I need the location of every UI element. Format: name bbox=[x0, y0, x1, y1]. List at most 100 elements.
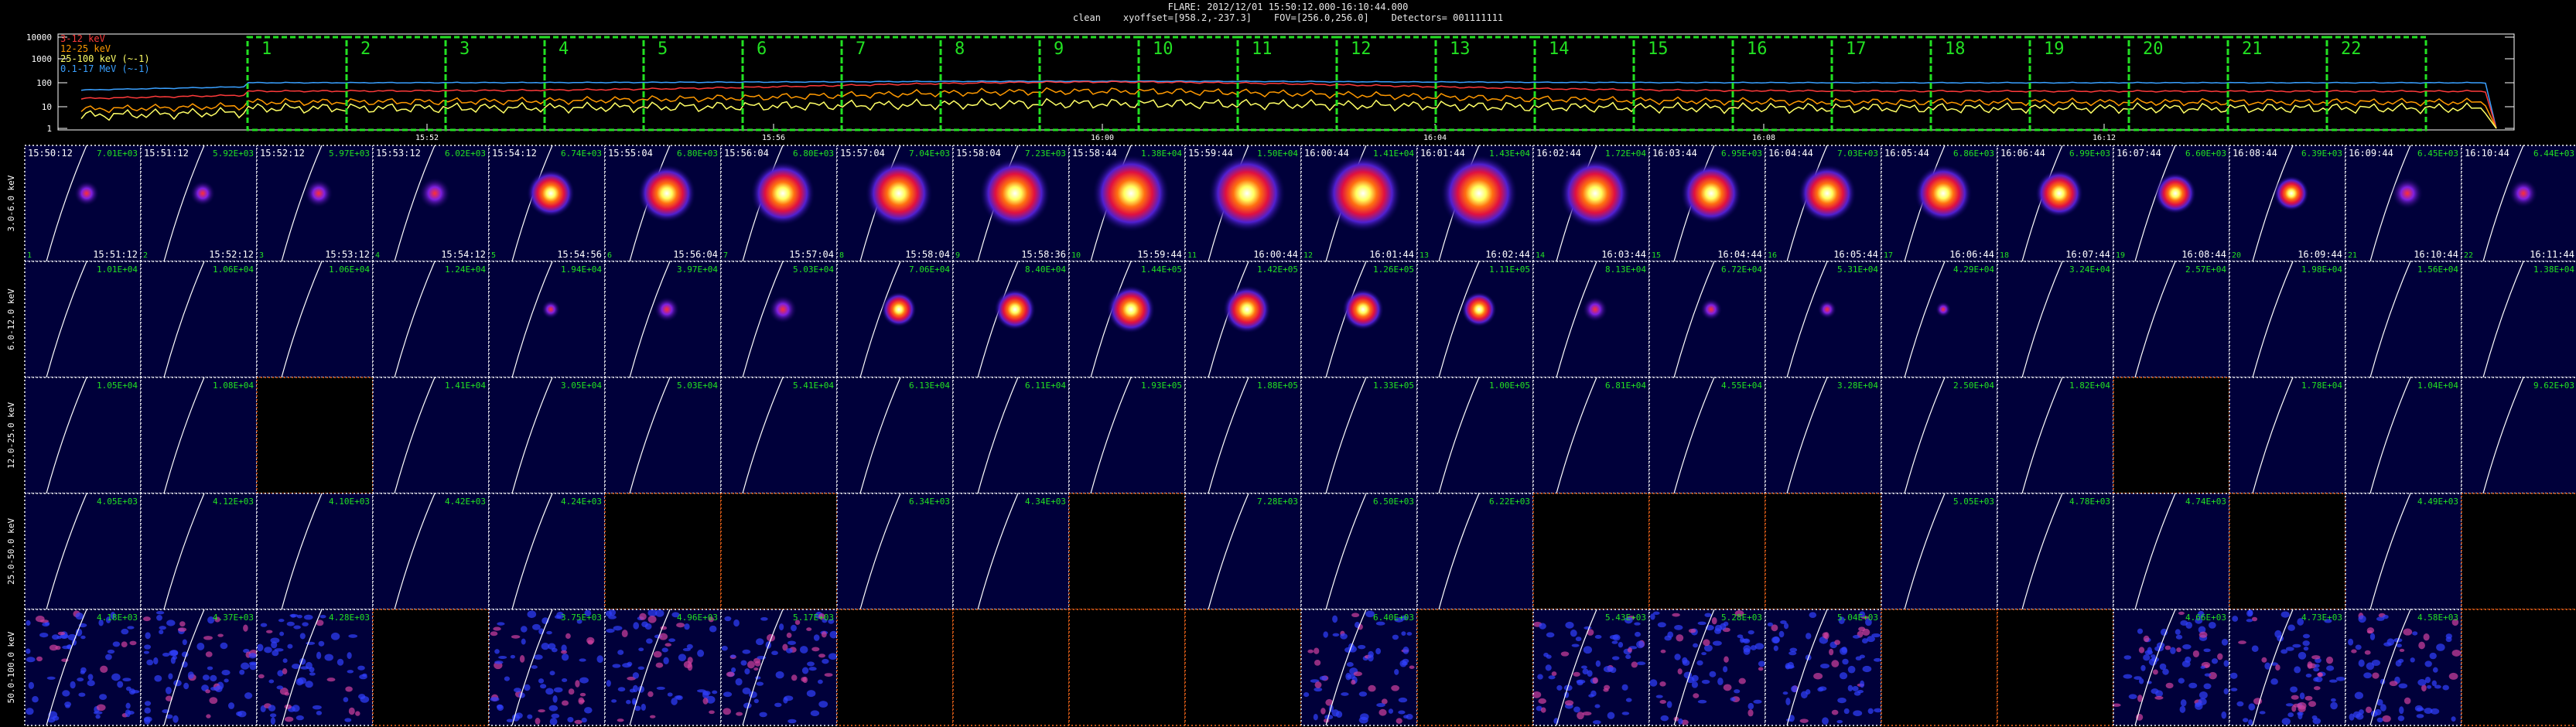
flux-label: 1.72E+04 bbox=[1605, 148, 1646, 159]
noise-speckle bbox=[2123, 674, 2133, 679]
empty-panel bbox=[2113, 377, 2230, 494]
noise-speckle bbox=[268, 679, 275, 684]
end-time: 15:58:36 bbox=[1021, 249, 1066, 260]
energy-band-label: 6.0-12.0 keV bbox=[6, 288, 16, 350]
noise-speckle bbox=[87, 674, 94, 681]
noise-speckle bbox=[524, 684, 531, 691]
x-tick-label: 16:04 bbox=[1423, 134, 1447, 142]
flux-label: 1.82E+04 bbox=[2069, 381, 2110, 391]
noise-speckle bbox=[2264, 662, 2271, 670]
noise-speckle bbox=[1358, 644, 1366, 650]
lightcurve-line bbox=[80, 97, 2497, 129]
noise-speckle bbox=[2259, 711, 2266, 715]
noise-speckle bbox=[649, 715, 656, 718]
noise-speckle bbox=[655, 662, 664, 668]
lightcurve-line bbox=[80, 80, 2497, 129]
image-panel: 5.17E+03 bbox=[720, 609, 838, 726]
panel-background bbox=[953, 493, 1069, 609]
noise-speckle bbox=[205, 689, 210, 694]
noise-speckle bbox=[696, 689, 706, 693]
x-ray-source bbox=[994, 288, 1036, 330]
noise-speckle bbox=[1857, 689, 1864, 694]
image-panel: 5.97E+03 15:52:12 15:53:12 3 bbox=[256, 145, 374, 262]
empty-panel bbox=[1416, 609, 1534, 726]
flux-label: 6.45E+03 bbox=[2417, 148, 2458, 159]
noise-speckle bbox=[646, 638, 653, 644]
y-tick-label: 10000 bbox=[26, 32, 52, 43]
noise-speckle bbox=[641, 703, 646, 711]
flux-label: 6.44E+03 bbox=[2533, 148, 2574, 159]
flux-label: 1.08E+04 bbox=[213, 381, 254, 391]
noise-speckle bbox=[2181, 660, 2191, 667]
image-panel bbox=[256, 377, 374, 494]
solar-limb bbox=[511, 261, 553, 378]
lightcurve-line bbox=[80, 80, 2497, 129]
noise-speckle bbox=[2307, 661, 2313, 669]
interval-number: 18 bbox=[1945, 39, 1966, 59]
x-ray-source bbox=[1798, 164, 1857, 223]
solar-limb bbox=[2369, 261, 2411, 378]
noise-speckle bbox=[647, 615, 657, 623]
image-panel bbox=[2113, 377, 2230, 494]
noise-speckle bbox=[1314, 647, 1320, 654]
noise-speckle bbox=[565, 633, 571, 640]
noise-speckle bbox=[736, 712, 743, 716]
start-time: 15:51:12 bbox=[144, 148, 189, 159]
noise-speckle bbox=[744, 668, 750, 675]
solar-limb bbox=[2252, 145, 2294, 262]
solar-limb bbox=[977, 377, 1019, 494]
x-tick-label: 15:52 bbox=[415, 134, 439, 142]
noise-speckle bbox=[70, 681, 76, 689]
image-panel: 6.80E+03 15:56:04 15:57:04 7 bbox=[720, 145, 838, 262]
noise-speckle bbox=[2251, 645, 2259, 653]
image-panel: 4.58E+03 bbox=[2345, 609, 2462, 726]
end-time: 16:09:44 bbox=[2298, 249, 2342, 260]
noise-speckle bbox=[143, 650, 149, 654]
noise-speckle bbox=[1782, 691, 1789, 695]
noise-speckle bbox=[551, 713, 560, 718]
x-ray-source bbox=[1222, 285, 1272, 334]
noise-speckle bbox=[1831, 660, 1840, 667]
noise-speckle bbox=[637, 666, 645, 671]
noise-speckle bbox=[1874, 708, 1883, 713]
noise-speckle bbox=[95, 714, 101, 719]
image-panel: 1.33E+05 bbox=[1300, 377, 1418, 494]
flux-label: 6.80E+03 bbox=[793, 148, 834, 159]
interval-index: 20 bbox=[2232, 251, 2241, 260]
noise-speckle bbox=[2354, 691, 2364, 700]
noise-speckle bbox=[207, 616, 215, 624]
image-panel: 7.01E+03 15:50:12 15:51:12 1 bbox=[24, 145, 142, 262]
noise-speckle bbox=[249, 662, 257, 671]
noise-speckle bbox=[496, 704, 503, 709]
noise-speckle bbox=[561, 700, 569, 706]
flux-label: 6.39E+03 bbox=[2301, 148, 2342, 159]
noise-speckle bbox=[2297, 618, 2304, 626]
x-tick-label: 16:12 bbox=[2093, 134, 2116, 142]
x-ray-source bbox=[1817, 299, 1837, 319]
noise-speckle bbox=[2416, 714, 2424, 718]
flux-label: 5.03E+04 bbox=[677, 381, 718, 391]
empty-panel bbox=[604, 493, 722, 610]
x-ray-source bbox=[190, 180, 216, 206]
noise-speckle bbox=[567, 717, 574, 722]
flux-label: 2.50E+04 bbox=[1953, 381, 1994, 391]
noise-speckle bbox=[279, 631, 285, 637]
noise-speckle bbox=[1543, 652, 1549, 657]
panel-background bbox=[1881, 493, 1997, 609]
flux-label: 1.56E+04 bbox=[2417, 265, 2458, 275]
noise-speckle bbox=[2223, 660, 2229, 667]
noise-speckle bbox=[1820, 663, 1830, 669]
noise-speckle bbox=[302, 622, 309, 626]
noise-speckle bbox=[1314, 659, 1321, 666]
image-panel: 6.60E+03 16:07:44 16:08:44 19 bbox=[2113, 145, 2230, 262]
noise-speckle bbox=[667, 692, 673, 697]
noise-speckle bbox=[807, 661, 815, 667]
solar-limb bbox=[281, 493, 323, 610]
noise-speckle bbox=[2274, 630, 2282, 638]
noise-speckle bbox=[541, 643, 550, 650]
noise-speckle bbox=[125, 686, 132, 691]
noise-speckle bbox=[2314, 686, 2321, 691]
noise-speckle bbox=[1580, 665, 1587, 669]
noise-speckle bbox=[742, 649, 751, 654]
noise-speckle bbox=[2410, 657, 2415, 663]
